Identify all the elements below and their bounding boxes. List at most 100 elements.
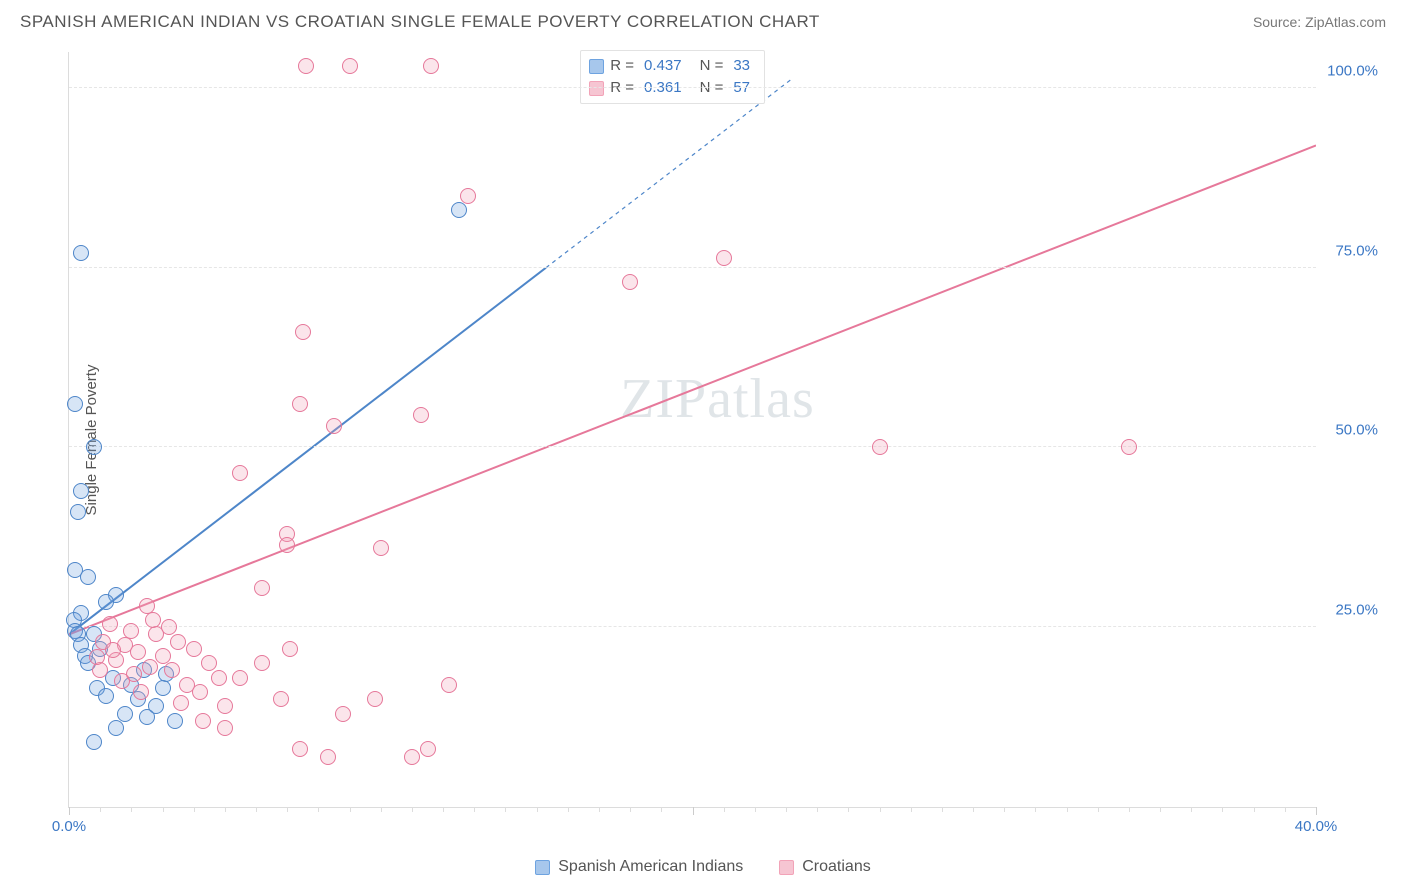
scatter-point — [282, 641, 298, 657]
x-tick-minor — [1191, 807, 1192, 812]
scatter-point — [373, 540, 389, 556]
r-value: 0.437 — [644, 55, 682, 77]
x-tick-minor — [942, 807, 943, 812]
scatter-point — [292, 396, 308, 412]
scatter-point — [298, 58, 314, 74]
scatter-point — [161, 619, 177, 635]
scatter-point — [164, 662, 180, 678]
x-tick-minor — [1160, 807, 1161, 812]
scatter-point — [441, 677, 457, 693]
scatter-point — [80, 569, 96, 585]
scatter-point — [423, 58, 439, 74]
source-attribution: Source: ZipAtlas.com — [1253, 14, 1386, 30]
y-tick-label: 100.0% — [1322, 62, 1378, 79]
scatter-point — [295, 324, 311, 340]
scatter-point — [114, 673, 130, 689]
scatter-point — [342, 58, 358, 74]
scatter-point — [192, 684, 208, 700]
scatter-point — [872, 439, 888, 455]
x-tick-minor — [318, 807, 319, 812]
trend-line — [69, 268, 546, 635]
gridline-h — [69, 87, 1316, 88]
scatter-point — [217, 698, 233, 714]
scatter-point — [167, 713, 183, 729]
stats-row: R =0.361N =57 — [589, 77, 754, 99]
x-tick-minor — [599, 807, 600, 812]
x-tick-minor — [1285, 807, 1286, 812]
x-tick-minor — [1004, 807, 1005, 812]
scatter-point — [145, 612, 161, 628]
scatter-point — [320, 749, 336, 765]
scatter-point — [108, 720, 124, 736]
scatter-point — [211, 670, 227, 686]
scatter-point — [367, 691, 383, 707]
scatter-point — [292, 741, 308, 757]
scatter-point — [89, 649, 105, 665]
scatter-point — [1121, 439, 1137, 455]
scatter-point — [232, 670, 248, 686]
scatter-point — [460, 188, 476, 204]
scatter-point — [73, 483, 89, 499]
stats-legend-box: R = 0.437 N = 33R =0.361N =57 — [580, 50, 765, 104]
scatter-point — [326, 418, 342, 434]
x-tick-minor — [163, 807, 164, 812]
scatter-point — [130, 644, 146, 660]
n-value: 57 — [733, 77, 750, 99]
scatter-point — [279, 537, 295, 553]
scatter-point — [102, 616, 118, 632]
scatter-point — [254, 580, 270, 596]
x-tick-minor — [1098, 807, 1099, 812]
trend-line — [69, 145, 1316, 634]
y-tick-label: 50.0% — [1322, 422, 1378, 439]
scatter-point — [195, 713, 211, 729]
scatter-point — [173, 695, 189, 711]
x-tick-minor — [287, 807, 288, 812]
scatter-point — [86, 439, 102, 455]
y-tick-label: 75.0% — [1322, 242, 1378, 259]
x-tick-minor — [100, 807, 101, 812]
x-tick-minor — [1129, 807, 1130, 812]
x-tick-major — [69, 807, 70, 815]
legend-label: Spanish American Indians — [558, 858, 743, 876]
x-tick-minor — [1035, 807, 1036, 812]
trend-line — [546, 79, 792, 268]
plot-area: ZIPatlas R =0.437N =33R =0.361N =57 25.0… — [68, 52, 1316, 808]
gridline-h — [69, 267, 1316, 268]
n-value: 33 — [733, 55, 750, 77]
x-tick-minor — [443, 807, 444, 812]
x-tick-minor — [537, 807, 538, 812]
series-swatch — [589, 81, 604, 96]
watermark-zip: ZIP — [620, 368, 707, 430]
x-tick-minor — [848, 807, 849, 812]
legend-label: Croatians — [802, 858, 870, 876]
scatter-point — [273, 691, 289, 707]
legend-swatch — [779, 860, 794, 875]
watermark-atlas: atlas — [707, 368, 815, 430]
scatter-point — [622, 274, 638, 290]
stats-row: R =0.437N =33 — [589, 55, 754, 77]
scatter-point — [254, 655, 270, 671]
series-swatch — [589, 59, 604, 74]
x-tick-minor — [131, 807, 132, 812]
r-label: R = — [610, 77, 634, 99]
scatter-point — [201, 655, 217, 671]
x-tick-minor — [786, 807, 787, 812]
x-tick-label: 0.0% — [52, 818, 86, 835]
scatter-point — [70, 504, 86, 520]
scatter-point — [86, 734, 102, 750]
scatter-point — [451, 202, 467, 218]
x-tick-minor — [256, 807, 257, 812]
scatter-point — [170, 634, 186, 650]
n-label: N = — [700, 55, 724, 77]
x-tick-minor — [724, 807, 725, 812]
scatter-point — [217, 720, 233, 736]
scatter-point — [155, 680, 171, 696]
chart-container: Single Female Poverty ZIPatlas R =0.437N… — [20, 42, 1386, 838]
x-tick-minor — [973, 807, 974, 812]
x-tick-minor — [911, 807, 912, 812]
x-tick-minor — [1254, 807, 1255, 812]
x-tick-major — [693, 807, 694, 815]
x-tick-minor — [381, 807, 382, 812]
legend-bottom: Spanish American Indians Croatians — [0, 858, 1406, 876]
x-tick-label: 40.0% — [1295, 818, 1338, 835]
